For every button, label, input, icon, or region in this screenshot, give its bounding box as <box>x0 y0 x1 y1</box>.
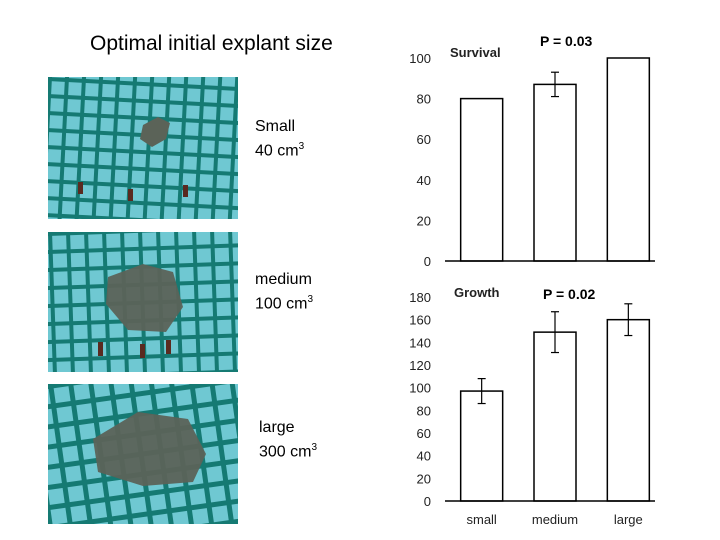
growth-title: Growth <box>454 285 500 300</box>
page-title: Optimal initial explant size <box>90 32 333 55</box>
x-tick-label-small: small <box>466 512 496 527</box>
survival-ytick-label: 100 <box>409 51 431 66</box>
survival-ytick-label: 80 <box>417 92 431 107</box>
medium-volume-exponent: 3 <box>307 294 314 305</box>
growth-ytick-label: 120 <box>409 358 431 373</box>
growth-ytick-label: 40 <box>417 449 431 464</box>
large-volume: 300 cm <box>259 443 312 461</box>
growth-bar-small <box>459 390 504 502</box>
survival-ytick-label: 20 <box>417 213 431 228</box>
large-volume-exponent: 3 <box>311 442 318 453</box>
growth-ytick-label: 0 <box>424 494 431 509</box>
small-volume: 40 cm <box>255 142 299 160</box>
survival-ytick-label: 40 <box>417 173 431 188</box>
large-size-label: large 300 cm3 <box>259 418 317 462</box>
survival-p-value-annotation: P = 0.03 <box>540 33 593 49</box>
survival-bar-small <box>459 97 504 262</box>
survival-ytick-label: 0 <box>424 254 431 269</box>
medium-name: medium <box>255 271 312 288</box>
growth-ytick-label: 100 <box>409 381 431 396</box>
small-size-label: Small 40 cm3 <box>255 117 304 161</box>
growth-ytick-label: 20 <box>417 471 431 486</box>
survival-title: Survival <box>450 45 501 60</box>
bar-charts: 0 20 40 60 80 100 Survival P = 0.03 0 20 40 60 80 100… <box>409 33 655 527</box>
growth-p-value-annotation: P = 0.02 <box>543 286 596 302</box>
growth-ytick-label: 60 <box>417 426 431 441</box>
medium-volume: 100 cm <box>255 295 308 313</box>
medium-explant-photo <box>48 232 238 372</box>
growth-ytick-label: 160 <box>409 313 431 328</box>
x-tick-label-medium: medium <box>532 512 578 527</box>
small-explant-photo <box>48 77 238 219</box>
growth-ytick-label: 180 <box>409 290 431 305</box>
survival-ytick-label: 60 <box>417 132 431 147</box>
growth-bar-large <box>606 318 651 502</box>
growth-ytick-label: 80 <box>417 403 431 418</box>
small-volume-exponent: 3 <box>298 141 305 152</box>
survival-bar-large <box>606 57 651 262</box>
growth-bar-medium <box>533 331 577 502</box>
growth-ytick-label: 140 <box>409 335 431 350</box>
survival-bar-medium <box>533 83 577 262</box>
small-name: Small <box>255 118 296 135</box>
x-tick-label-large: large <box>614 512 643 527</box>
large-explant-photo <box>48 384 238 524</box>
medium-size-label: medium 100 cm3 <box>255 270 313 314</box>
large-name: large <box>259 419 295 436</box>
